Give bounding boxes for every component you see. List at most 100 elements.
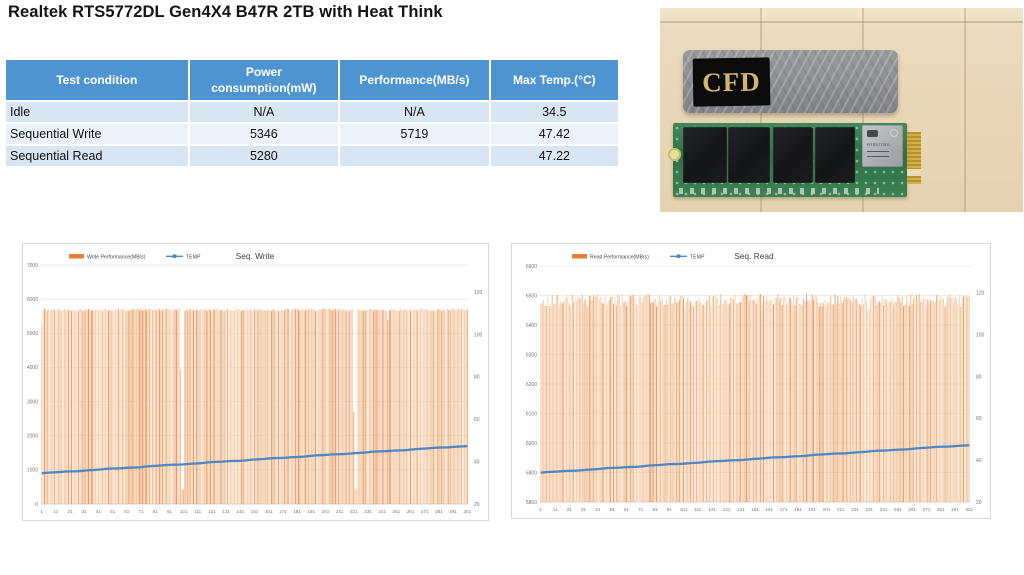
heatsink: CFD: [683, 50, 898, 113]
x-axis-tick-label: 141: [737, 507, 745, 512]
x-axis-tick-label: 281: [435, 509, 443, 514]
x-axis-tick-label: 161: [265, 509, 273, 514]
x-axis-tick-label: 301: [965, 507, 973, 512]
left-axis-tick-label: 6000: [526, 441, 537, 447]
x-axis-tick-label: 111: [194, 509, 201, 514]
left-axis-tick-label: 7000: [27, 263, 38, 269]
right-axis-tick-label: 40: [976, 458, 982, 464]
x-axis-tick-label: 151: [251, 509, 259, 514]
x-axis-tick-label: 291: [449, 509, 457, 514]
cell-max-temp: 47.42: [490, 122, 618, 144]
x-axis-tick-label: 221: [851, 507, 859, 512]
left-axis-tick-label: 4000: [27, 365, 38, 371]
legend-line-marker: [172, 254, 177, 258]
x-axis-tick-label: 11: [54, 509, 59, 514]
cell-power: 5280: [189, 144, 341, 166]
cell-condition: Idle: [6, 100, 190, 122]
controller-chip: RTS5772DL: [862, 125, 903, 167]
x-axis-tick-label: 1: [539, 507, 542, 512]
x-axis-tick-label: 61: [124, 509, 130, 514]
x-axis-tick-label: 41: [96, 509, 102, 514]
ssd-photo: CFD RTS5772DL: [660, 8, 1023, 212]
x-axis-tick-label: 201: [823, 507, 831, 512]
seq-write-chart: 0 1000 2000 3000 4000 5000 6000 7000 20 40 60 80 100…: [22, 243, 489, 521]
table-row: Idle N/A N/A 34.5: [6, 100, 618, 122]
mounting-hole: [668, 148, 681, 161]
right-axis-tick-label: 20: [474, 502, 480, 508]
x-axis-tick-label: 91: [667, 507, 673, 512]
x-axis-tick-label: 251: [894, 507, 902, 512]
x-axis-tick-label: 21: [567, 507, 573, 512]
results-table: Test condition Power consumption(mW) Per…: [6, 60, 618, 166]
right-axis-tick-label: 100: [976, 332, 985, 338]
x-axis-tick-label: 211: [336, 509, 344, 514]
chart-legend: Write Performance(MB/s) TEMP: [69, 254, 201, 261]
left-axis-tick-label: 6600: [526, 264, 537, 270]
legend-label: TEMP: [690, 255, 705, 261]
x-axis-tick-label: 131: [723, 507, 731, 512]
x-axis-tick-label: 111: [694, 507, 701, 512]
right-axis-tick-label: 80: [976, 374, 982, 380]
legend-line-marker: [676, 254, 681, 258]
controller-text: RTS5772DL: [867, 142, 891, 147]
right-axis-tick-label: 120: [474, 290, 483, 296]
left-axis-tick-label: 6200: [526, 382, 537, 388]
legend-bar-swatch: [69, 254, 84, 259]
legend-label: Write Performance(MB/s): [87, 255, 146, 261]
m-key-notch: [907, 169, 921, 176]
table-row: Sequential Write 5346 5719 47.42: [6, 122, 618, 144]
x-axis-tick-label: 291: [951, 507, 959, 512]
x-axis-tick-label: 81: [153, 509, 159, 514]
col-header-test-condition: Test condition: [6, 60, 190, 100]
x-axis-tick-label: 241: [378, 509, 386, 514]
page-title: Realtek RTS5772DL Gen4X4 B47R 2TB with H…: [8, 3, 443, 21]
x-axis-tick-label: 281: [937, 507, 945, 512]
right-axis-tick-label: 20: [976, 500, 982, 506]
table-header-row: Test condition Power consumption(mW) Per…: [6, 60, 618, 100]
cell-condition: Sequential Read: [6, 144, 190, 166]
chip-marking-line: [867, 156, 889, 157]
x-axis-tick-label: 71: [138, 509, 144, 514]
x-axis-tick-label: 211: [837, 507, 845, 512]
right-axis-tick-label: 40: [474, 459, 480, 465]
x-axis-tick-label: 151: [751, 507, 759, 512]
x-axis-tick-label: 171: [780, 507, 788, 512]
x-axis-tick-label: 101: [680, 507, 688, 512]
performance-bars: [540, 293, 970, 502]
x-axis-tick-label: 271: [421, 509, 429, 514]
x-axis-tick-label: 31: [82, 509, 88, 514]
temp-line: [41, 444, 468, 475]
left-axis-tick-label: 2000: [27, 434, 38, 440]
seq-read-chart: 5800 5900 6000 6100 6200 6300 6400 6500 6600 20 40…: [511, 243, 991, 519]
x-axis-tick-label: 241: [880, 507, 888, 512]
edge-connector: [907, 132, 921, 184]
left-axis-tick-label: 0: [35, 502, 38, 508]
x-axis-tick-label: 161: [765, 507, 773, 512]
nand-chip: [773, 127, 813, 183]
cell-max-temp: 47.22: [490, 144, 618, 166]
x-axis-tick-label: 221: [350, 509, 358, 514]
x-axis-tick-label: 271: [923, 507, 931, 512]
x-axis-tick-label: 191: [808, 507, 816, 512]
cell-performance: N/A: [340, 100, 491, 122]
cell-power: 5346: [189, 122, 341, 144]
right-axis-tick-label: 120: [976, 291, 985, 297]
x-axis-tick-label: 71: [638, 507, 644, 512]
left-axis-tick-label: 5800: [526, 500, 537, 506]
x-axis-tick-label: 301: [463, 509, 471, 514]
x-axis-tick-label: 231: [364, 509, 372, 514]
chart-title: Seq. Write: [236, 251, 275, 261]
legend-bar-swatch: [572, 254, 587, 259]
right-axis-tick-label: 60: [474, 417, 480, 423]
nand-chip: [728, 127, 770, 183]
x-axis-tick-label: 21: [68, 509, 74, 514]
x-axis-tick-label: 181: [293, 509, 301, 514]
cell-performance: 5719: [340, 122, 491, 144]
table-row: Sequential Read 5280 47.22: [6, 144, 618, 166]
left-axis-tick-label: 3000: [27, 399, 38, 405]
left-axis-tick-label: 5900: [526, 470, 537, 476]
x-axis-tick-label: 31: [581, 507, 587, 512]
x-axis-tick-label: 261: [407, 509, 415, 514]
left-axis-tick-label: 6500: [526, 293, 537, 299]
